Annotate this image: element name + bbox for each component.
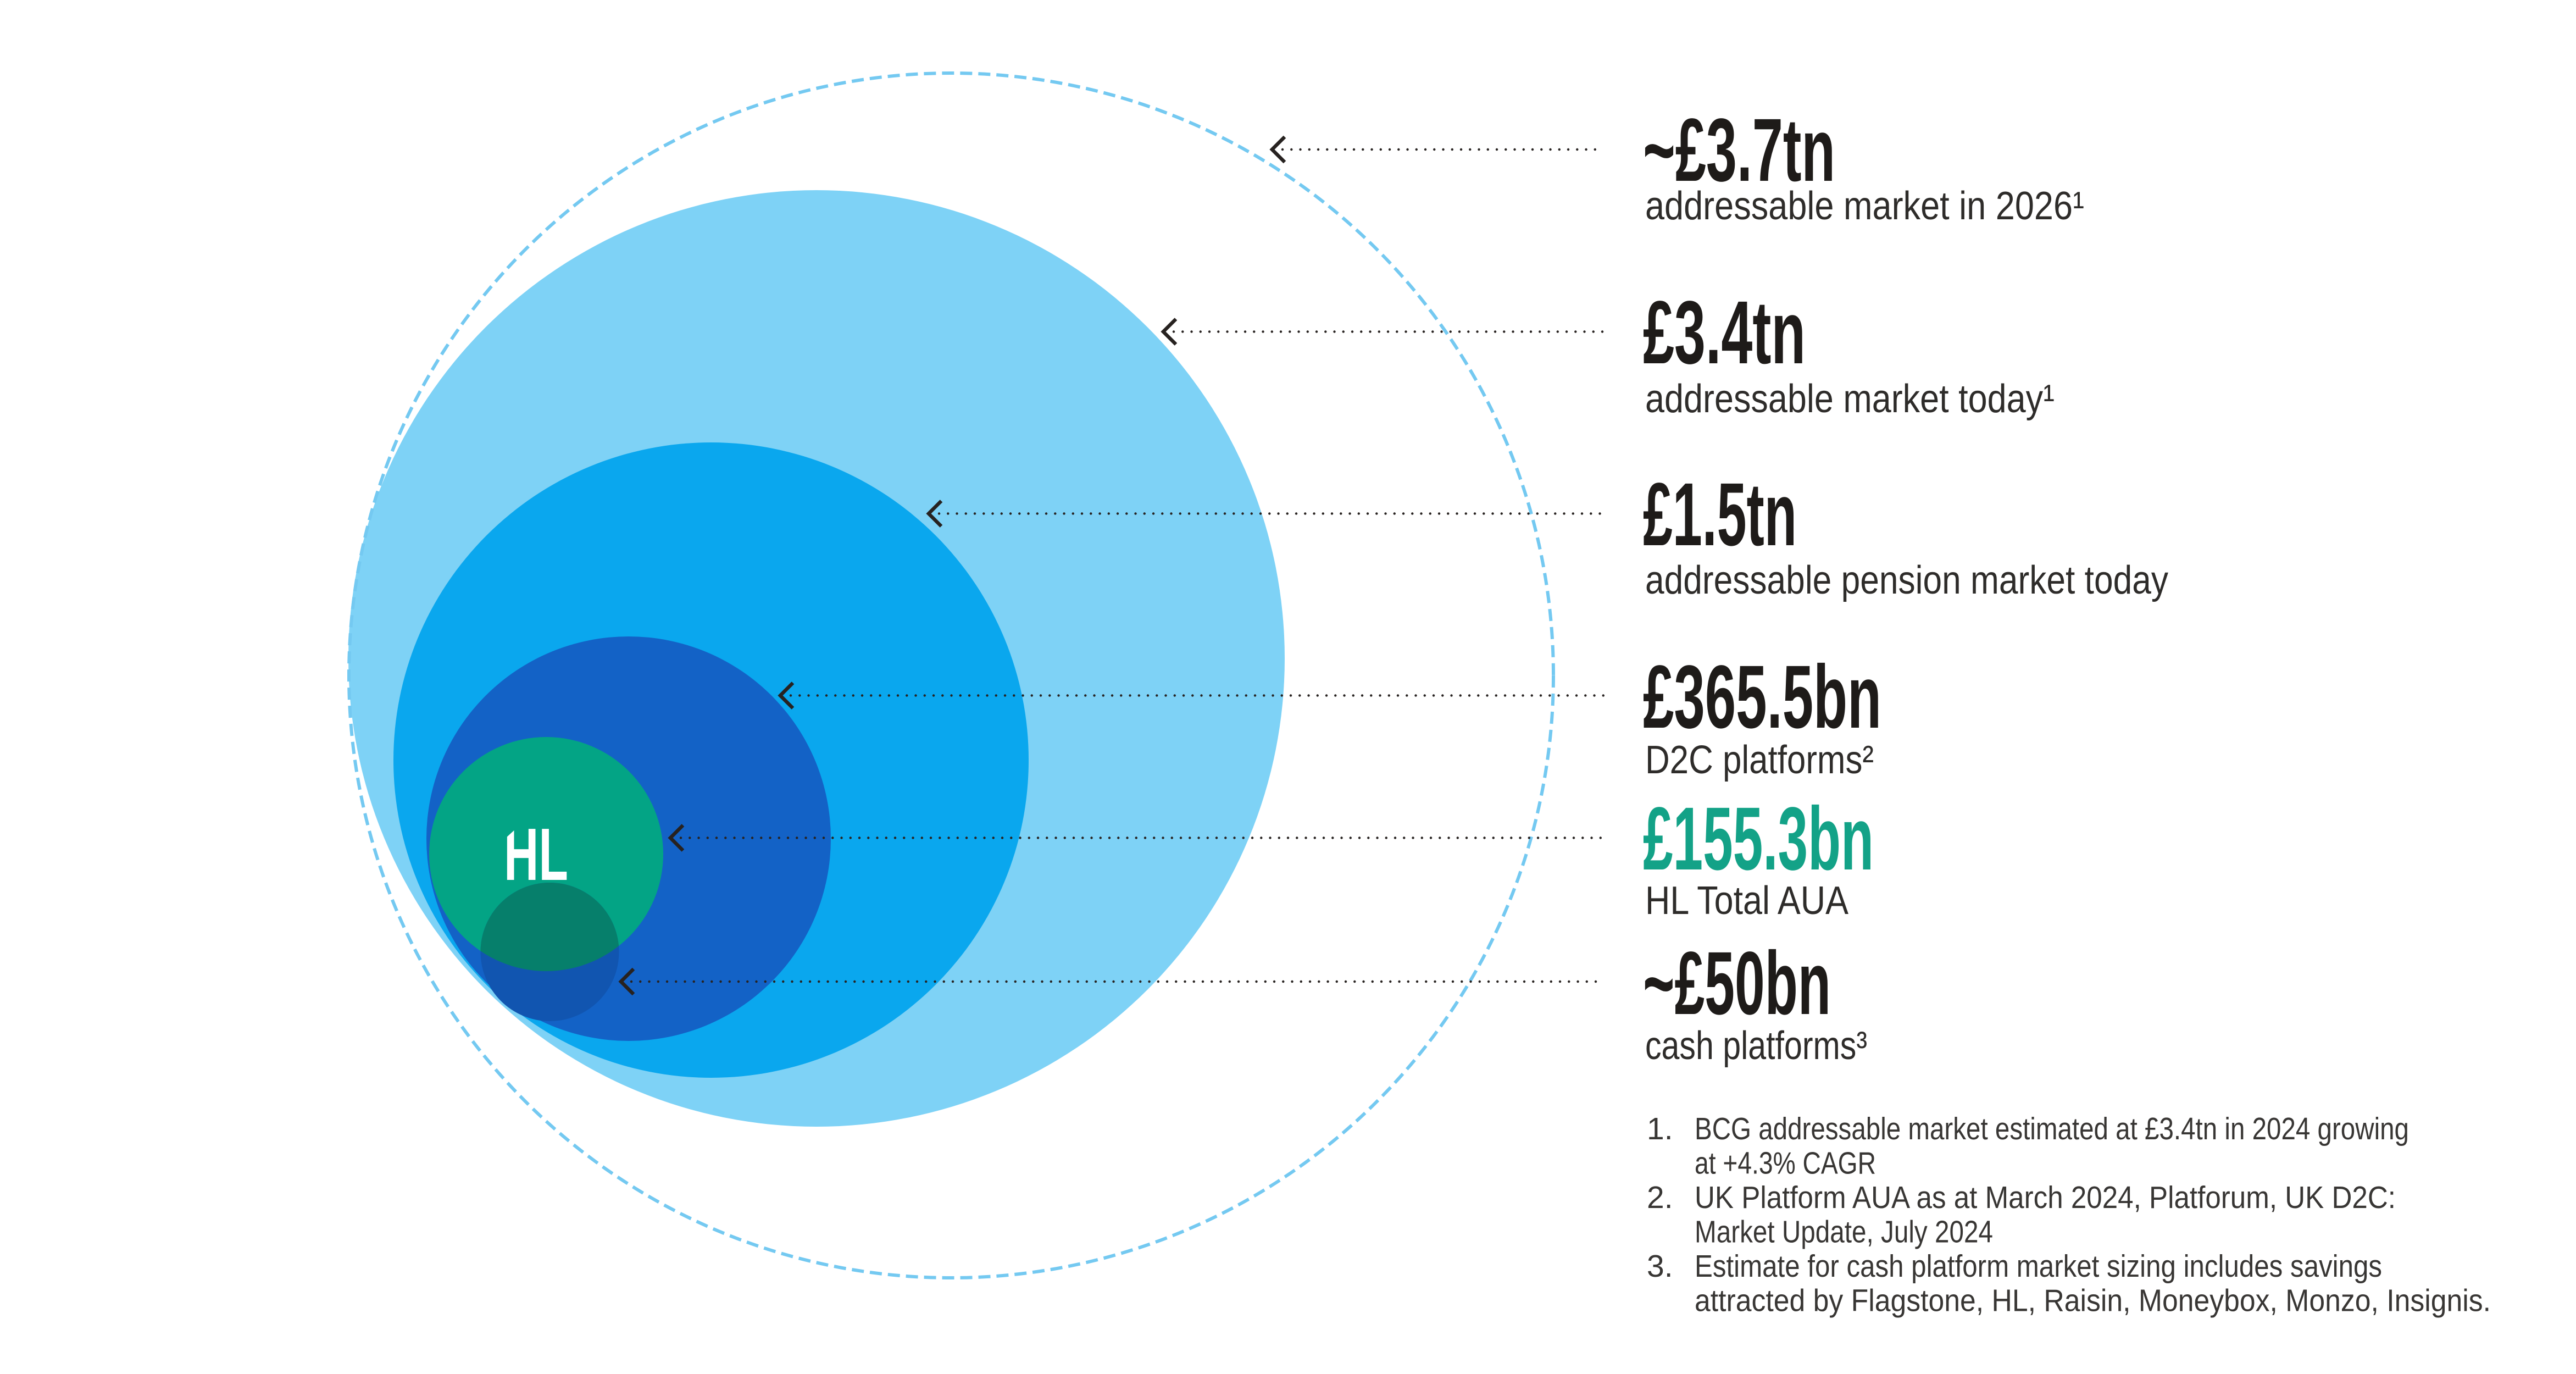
svg-text:1.: 1. bbox=[1647, 1111, 1673, 1146]
svg-text:£365.5bn: £365.5bn bbox=[1643, 646, 1881, 747]
svg-text:BCG addressable market estimat: BCG addressable market estimated at £3.4… bbox=[1695, 1111, 2409, 1146]
svg-text:HL: HL bbox=[504, 813, 568, 896]
svg-text:3.: 3. bbox=[1647, 1249, 1673, 1284]
svg-text:addressable market today¹: addressable market today¹ bbox=[1645, 377, 2055, 421]
svg-text:addressable market in 2026¹: addressable market in 2026¹ bbox=[1645, 184, 2084, 228]
svg-text:HL Total AUA: HL Total AUA bbox=[1645, 879, 1848, 923]
svg-text:cash platforms³: cash platforms³ bbox=[1645, 1024, 1867, 1068]
svg-text:UK Platform AUA as at March 20: UK Platform AUA as at March 2024, Platfo… bbox=[1695, 1180, 2396, 1215]
svg-text:£3.4tn: £3.4tn bbox=[1643, 282, 1806, 383]
svg-text:~£50bn: ~£50bn bbox=[1643, 933, 1831, 1033]
svg-text:Estimate for cash platform mar: Estimate for cash platform market sizing… bbox=[1695, 1249, 2382, 1284]
svg-text:£155.3bn: £155.3bn bbox=[1643, 788, 1874, 889]
svg-text:2.: 2. bbox=[1647, 1180, 1673, 1215]
svg-text:addressable pension market tod: addressable pension market today bbox=[1645, 558, 2168, 602]
svg-text:Market Update, July 2024: Market Update, July 2024 bbox=[1695, 1215, 1993, 1250]
svg-text:~£3.7tn: ~£3.7tn bbox=[1643, 99, 1835, 200]
svg-text:£1.5tn: £1.5tn bbox=[1643, 464, 1797, 564]
svg-text:attracted by Flagstone, HL, Ra: attracted by Flagstone, HL, Raisin, Mone… bbox=[1695, 1283, 2491, 1318]
svg-text:D2C platforms²: D2C platforms² bbox=[1645, 738, 1874, 782]
svg-text:at +4.3% CAGR: at +4.3% CAGR bbox=[1695, 1146, 1876, 1181]
